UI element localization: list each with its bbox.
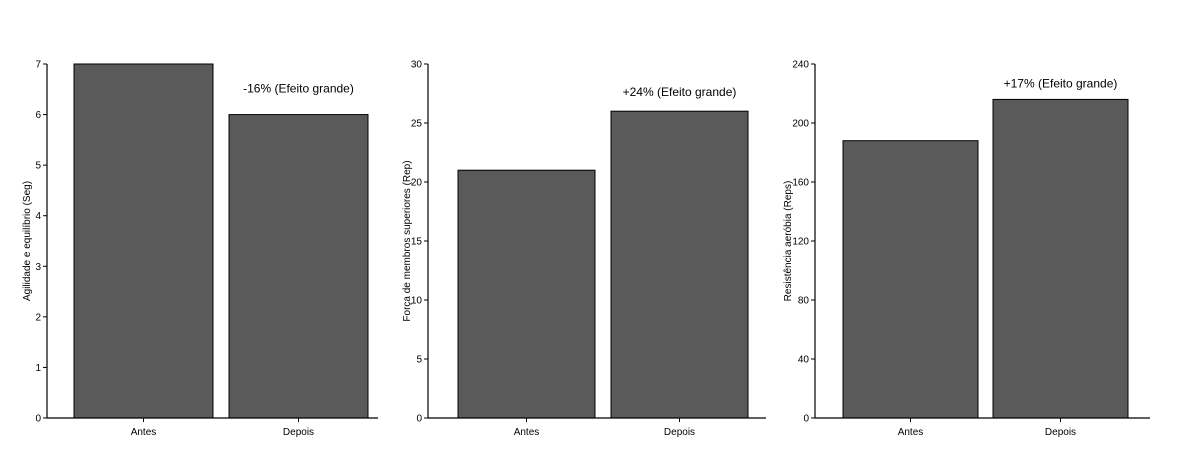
chart-panel-3: 0 40 80 120 160 200 240 Antes Depois Resistência …: [783, 60, 1150, 438]
y-tick-label: 20: [411, 178, 423, 189]
x-tick-label-antes: Antes: [514, 427, 540, 438]
y-tick-label: 0: [803, 414, 809, 425]
y-tick-label: 15: [411, 237, 423, 248]
y-tick-label: 80: [798, 296, 810, 307]
y-tick-label: 160: [792, 178, 809, 189]
y-tick-label: 30: [411, 60, 423, 71]
y-tick-label: 2: [35, 312, 41, 323]
x-tick-label-depois: Depois: [664, 427, 695, 438]
y-tick-label: 1: [35, 363, 41, 374]
y-tick-label: 25: [411, 119, 423, 130]
y-tick-label: 3: [35, 262, 41, 273]
bar-antes: [457, 169, 596, 419]
y-tick-label: 5: [416, 355, 422, 366]
y-tick-label: 7: [35, 60, 41, 71]
bar-antes: [842, 140, 979, 419]
y-tick-label: 200: [792, 119, 809, 130]
x-tick-label-depois: Depois: [1045, 427, 1076, 438]
y-tick-label: 4: [35, 211, 41, 222]
bar-depois: [992, 98, 1129, 419]
x-tick-label-depois: Depois: [283, 427, 314, 438]
y-axis-label: Resistência aeróbia (Reps): [783, 181, 794, 302]
effect-annotation: +17% (Efeito grande): [1004, 76, 1118, 90]
y-tick-label: 120: [792, 237, 809, 248]
y-tick-label: 240: [792, 60, 809, 71]
y-axis-label: Agilidade e equilíbrio (Seg): [22, 181, 33, 301]
x-tick-label-antes: Antes: [131, 427, 157, 438]
y-tick-label: 10: [411, 296, 423, 307]
y-tick-label: 40: [798, 355, 810, 366]
chart-panel-2: 0 5 10 15 20 25 30 Antes Depois Força de membros …: [402, 60, 766, 438]
bar-depois: [610, 110, 749, 419]
bar-antes: [73, 63, 214, 419]
y-tick-label: 6: [35, 110, 41, 121]
y-tick-label: 5: [35, 161, 41, 172]
bar-depois: [228, 114, 369, 419]
y-tick-label: 0: [35, 414, 41, 425]
y-tick-label: 0: [416, 414, 422, 425]
effect-annotation: +24% (Efeito grande): [623, 85, 737, 99]
effect-annotation: -16% (Efeito grande): [243, 82, 354, 96]
x-tick-label-antes: Antes: [898, 427, 924, 438]
y-axis-label: Força de membros superiores (Rep): [402, 160, 413, 321]
chart-panel-1: 0 1 2 3 4 5 6 7 Antes Depois Agilidade e equilíbri…: [22, 60, 378, 438]
